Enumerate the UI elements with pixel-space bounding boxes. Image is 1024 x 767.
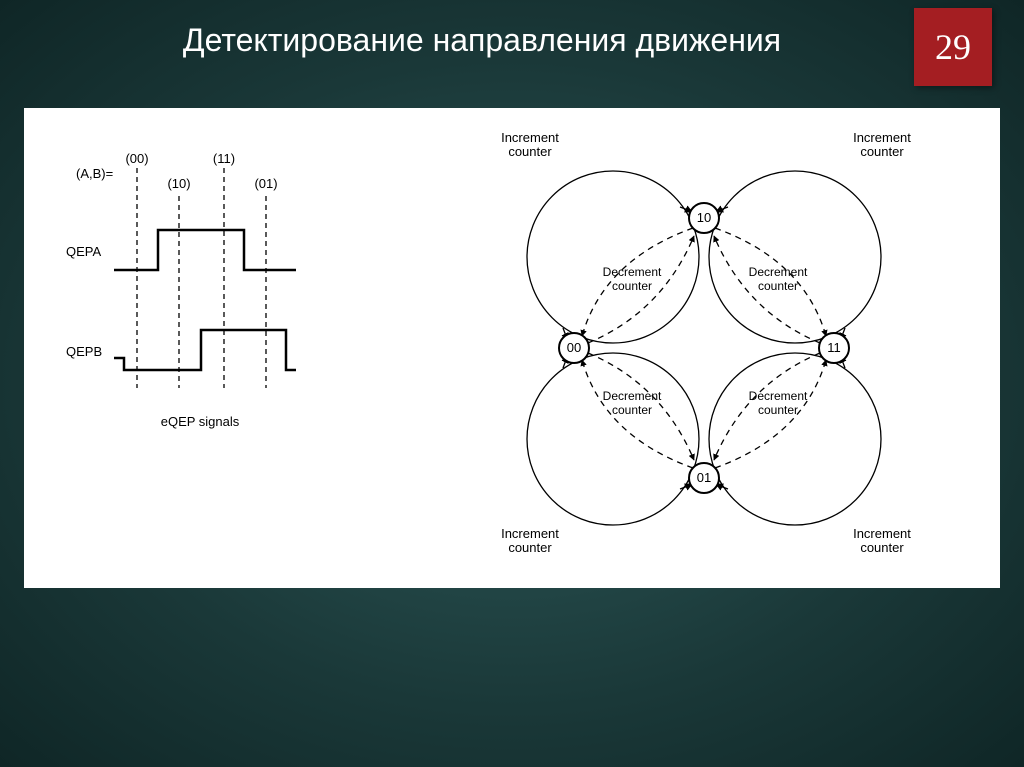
inner-decrement-arcs (582, 228, 826, 468)
qepa-waveform (114, 230, 296, 270)
state-label-11: (11) (213, 151, 235, 166)
node-11-label: 11 (827, 340, 841, 355)
page-number-badge: 29 (914, 8, 992, 86)
slide-root: Детектирование направления движения 29 (… (0, 0, 1024, 767)
node-10-label: 10 (697, 210, 711, 225)
node-01: 01 (689, 463, 719, 493)
state-diagram: 10 00 11 01 (501, 130, 911, 555)
figure-panel: (A,B)= (00) (10) (11) (01) QEPA (24, 108, 1000, 588)
eqep-signals-label: eQEP signals (161, 414, 240, 429)
inc-label-tl: Incrementcounter (501, 130, 559, 159)
state-nodes: 10 00 11 01 (559, 203, 849, 493)
node-01-label: 01 (697, 470, 711, 485)
ab-header-label: (A,B)= (76, 166, 113, 181)
inc-label-tr: Incrementcounter (853, 130, 911, 159)
node-10: 10 (689, 203, 719, 233)
state-label-01: (01) (254, 176, 277, 191)
qepb-label: QEPB (66, 344, 102, 359)
node-00-label: 00 (567, 340, 581, 355)
dec-label-tr: Decrementcounter (749, 265, 808, 293)
outer-circle-arrowheads (563, 207, 845, 489)
state-label-10: (10) (167, 176, 190, 191)
slide-title: Детектирование направления движения (60, 22, 904, 59)
node-00: 00 (559, 333, 589, 363)
qepb-waveform (114, 330, 296, 370)
inc-label-bl: Incrementcounter (501, 526, 559, 555)
timing-diagram: (A,B)= (00) (10) (11) (01) QEPA (66, 151, 296, 429)
state-label-00: (00) (125, 151, 148, 166)
figure-svg: (A,B)= (00) (10) (11) (01) QEPA (24, 108, 1000, 588)
inc-label-br: Incrementcounter (853, 526, 911, 555)
dec-label-bl: Decrementcounter (603, 389, 662, 417)
node-11: 11 (819, 333, 849, 363)
qepa-label: QEPA (66, 244, 101, 259)
dec-label-tl: Decrementcounter (603, 265, 662, 293)
